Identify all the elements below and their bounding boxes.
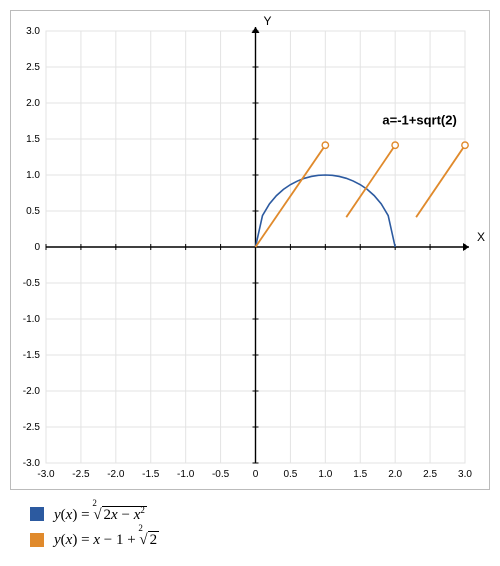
svg-text:-2.5: -2.5 xyxy=(23,422,41,433)
svg-text:0: 0 xyxy=(34,242,40,253)
svg-text:3.0: 3.0 xyxy=(458,469,472,480)
svg-text:-3.0: -3.0 xyxy=(37,469,55,480)
svg-text:-2.5: -2.5 xyxy=(72,469,90,480)
svg-text:3.0: 3.0 xyxy=(26,26,40,37)
svg-text:-2.0: -2.0 xyxy=(107,469,125,480)
svg-text:-1.5: -1.5 xyxy=(142,469,160,480)
chart-frame: -3.0 -2.5 -2.0 -1.5 -1.0 -0.5 0 0.5 1.0 1.5 2.0 2.5… xyxy=(10,10,490,490)
svg-text:-1.0: -1.0 xyxy=(23,314,41,325)
legend-item: y(x) = 2√2x − x2 xyxy=(30,504,490,524)
svg-text:1.0: 1.0 xyxy=(26,170,40,181)
chart-plot: -3.0 -2.5 -2.0 -1.5 -1.0 -0.5 0 0.5 1.0 1.5 2.0 2.5… xyxy=(13,13,487,487)
svg-text:Y: Y xyxy=(264,14,272,28)
svg-text:-1.5: -1.5 xyxy=(23,350,41,361)
svg-text:2.5: 2.5 xyxy=(26,62,40,73)
svg-text:-0.5: -0.5 xyxy=(23,278,41,289)
svg-text:1.5: 1.5 xyxy=(353,469,367,480)
svg-text:1.5: 1.5 xyxy=(26,134,40,145)
legend: y(x) = 2√2x − x2 y(x) = x − 1 + 2√2 xyxy=(10,504,490,550)
svg-text:-2.0: -2.0 xyxy=(23,386,41,397)
legend-swatch-0 xyxy=(30,507,44,521)
legend-swatch-1 xyxy=(30,533,44,547)
svg-text:-0.5: -0.5 xyxy=(212,469,230,480)
legend-label-1: y(x) = x − 1 + 2√2 xyxy=(54,532,159,549)
svg-text:-3.0: -3.0 xyxy=(23,458,41,469)
svg-text:1.0: 1.0 xyxy=(318,469,332,480)
chart-svg: -3.0 -2.5 -2.0 -1.5 -1.0 -0.5 0 0.5 1.0 1.5 2.0 2.5… xyxy=(13,13,487,487)
legend-item: y(x) = x − 1 + 2√2 xyxy=(30,530,490,550)
svg-text:0.5: 0.5 xyxy=(283,469,297,480)
legend-label-0: y(x) = 2√2x − x2 xyxy=(54,505,147,524)
svg-text:2.0: 2.0 xyxy=(388,469,402,480)
svg-text:a=-1+sqrt(2): a=-1+sqrt(2) xyxy=(382,113,456,128)
svg-text:2.5: 2.5 xyxy=(423,469,437,480)
svg-text:0: 0 xyxy=(253,469,259,480)
svg-text:X: X xyxy=(477,230,485,244)
svg-text:-1.0: -1.0 xyxy=(177,469,195,480)
svg-text:0.5: 0.5 xyxy=(26,206,40,217)
svg-text:2.0: 2.0 xyxy=(26,98,40,109)
